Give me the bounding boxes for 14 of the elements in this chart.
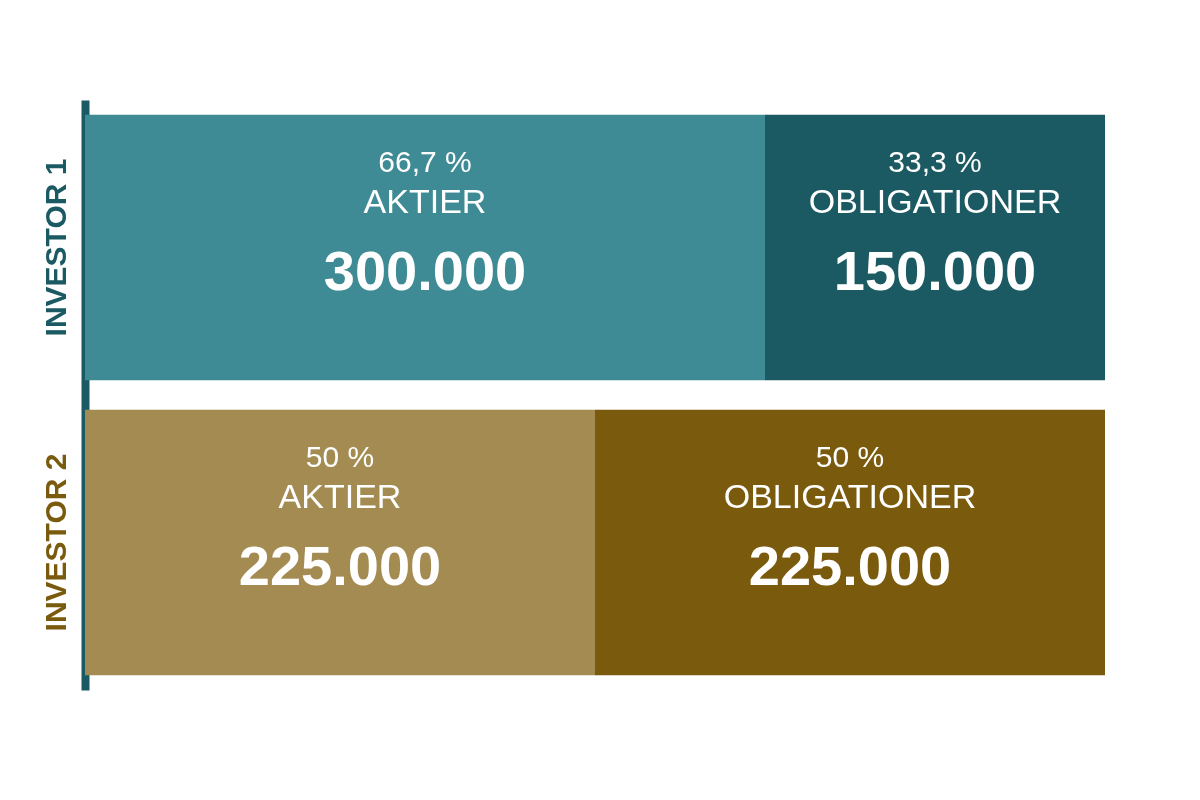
annotation: 33,3 % xyxy=(888,144,982,178)
annotation: 66,7 % xyxy=(378,144,472,178)
text: AKTIER xyxy=(278,476,402,515)
text: OBLIGATIONER xyxy=(723,476,977,515)
data-label: 300.000 xyxy=(323,238,527,302)
data-label: 225.000 xyxy=(238,533,442,597)
y-tick-label: INVESTOR 2 xyxy=(38,453,72,632)
data-label: 225.000 xyxy=(748,533,952,597)
data-label: 150.000 xyxy=(833,238,1037,302)
y-tick-label: INVESTOR 1 xyxy=(38,158,72,337)
series-label: OBLIGATIONER xyxy=(808,181,1062,220)
annotation: 50 % xyxy=(305,439,375,473)
series-label: AKTIER xyxy=(363,181,487,220)
annotation: 50 % xyxy=(815,439,885,473)
